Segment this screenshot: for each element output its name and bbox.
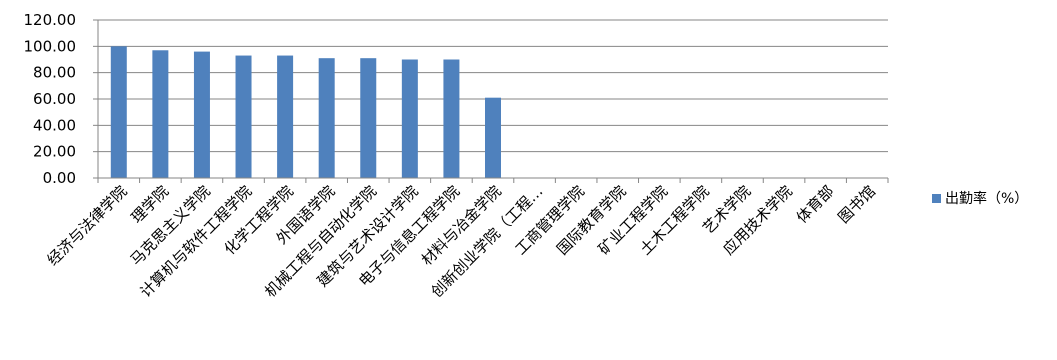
legend-swatch [932,193,941,203]
bar [401,59,418,178]
y-tick-label: 0.00 [43,169,76,187]
y-tick-label: 80.00 [33,64,76,82]
y-tick-labels: 0.00 20.00 40.00 60.00 80.00 100.00 120.00 [24,11,77,187]
bar [318,58,335,178]
x-tick-labels: 经济与法律学院理学院马克思主义学院计算机与软件工程学院化学工程学院外国语学院机械… [44,182,879,301]
bar [360,58,377,178]
bars [110,46,501,179]
bar [235,55,252,178]
y-tick-label: 120.00 [24,11,77,29]
y-tick-label: 100.00 [24,37,77,55]
axes [97,20,889,183]
bar [193,51,210,178]
bar [152,50,169,178]
bar [110,46,127,179]
legend-label: 出勤率（%） [945,191,1029,207]
y-tick-label: 20.00 [33,143,76,161]
legend: 出勤率（%） [932,188,1028,208]
x-tick-label: 经济与法律学院 [44,182,131,269]
y-tick-label: 40.00 [33,116,76,134]
bar [485,97,501,178]
x-tick-label: 体育部 [793,182,838,227]
bar [277,55,294,178]
y-tick-label: 60.00 [33,90,76,108]
bar [443,59,460,178]
x-tick-label: 图书馆 [834,182,879,227]
